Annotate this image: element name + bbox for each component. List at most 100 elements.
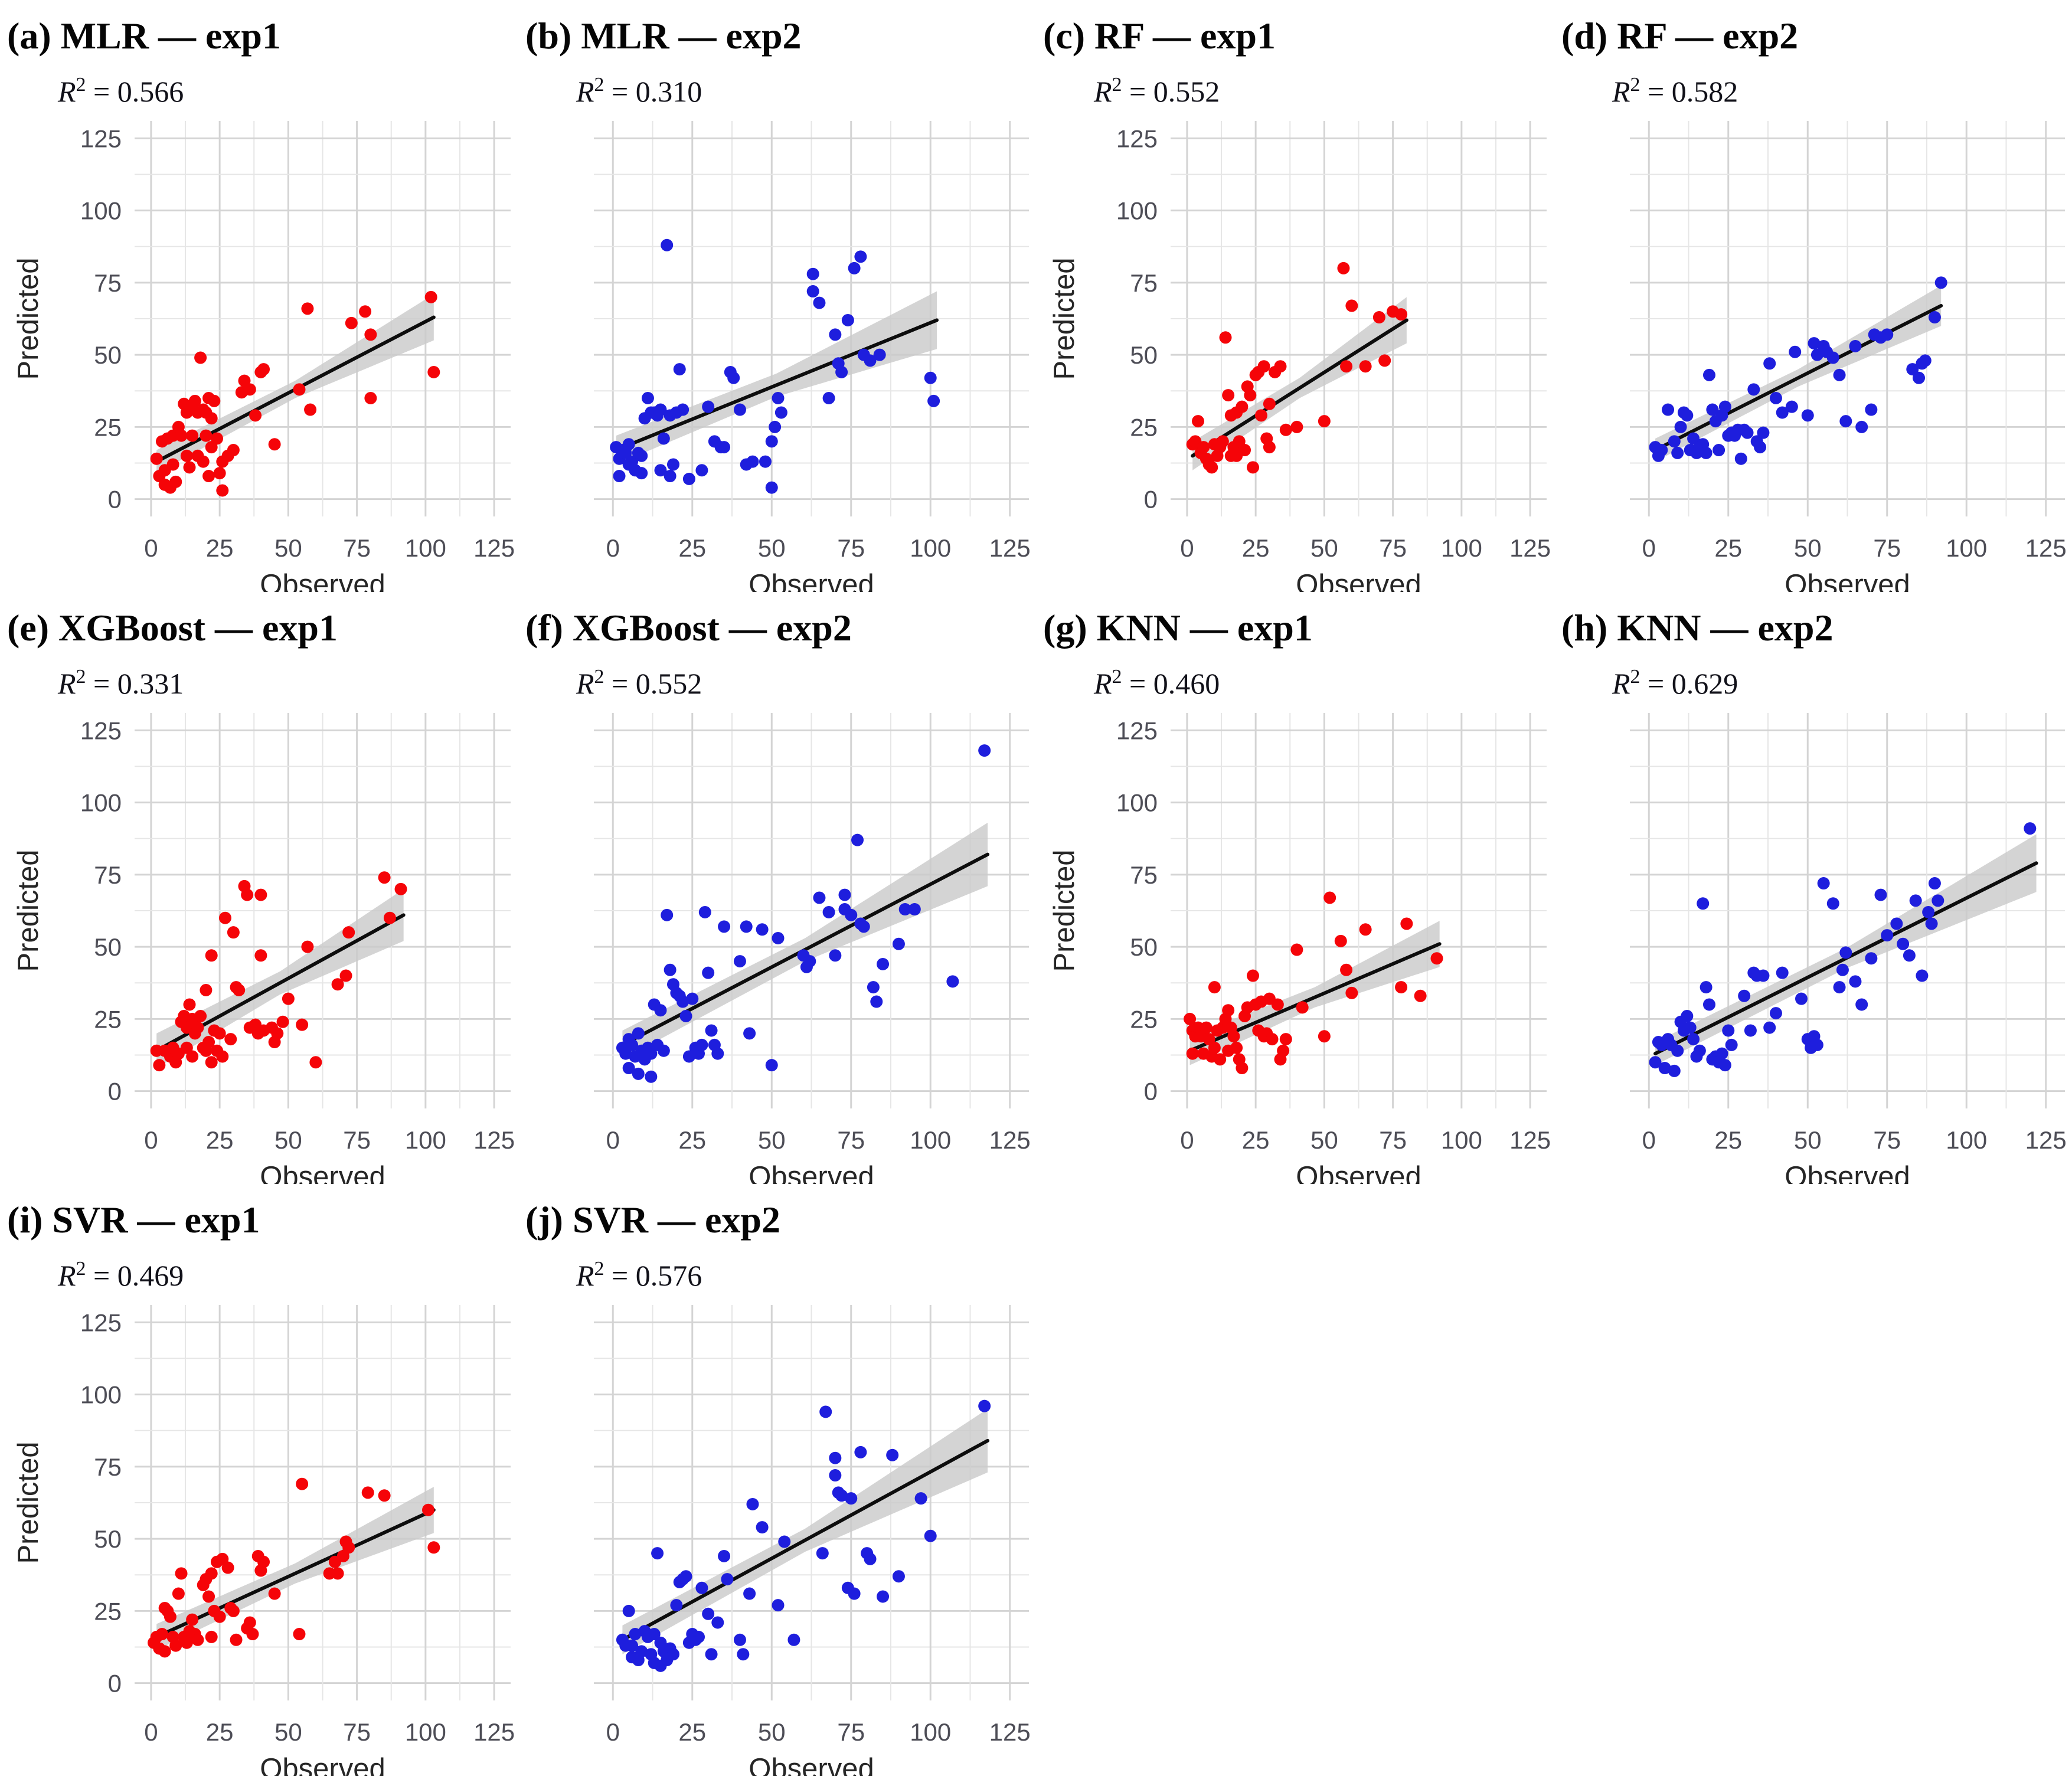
data-point <box>1702 998 1715 1011</box>
data-point <box>194 351 207 364</box>
panel-plot-svg: (i) SVR — exp1 R2 = 0.469 0 25 50 75 100 125 Pre… <box>7 1199 515 1776</box>
data-point <box>1323 891 1336 904</box>
y-tick-label: 100 <box>1116 197 1158 225</box>
data-point <box>743 1587 756 1600</box>
data-point <box>1257 360 1270 373</box>
data-point <box>1661 403 1674 416</box>
confidence-band <box>1192 297 1407 470</box>
data-point <box>1725 1038 1738 1051</box>
data-point <box>200 429 213 442</box>
data-point <box>1400 917 1413 930</box>
x-axis-title: Observed <box>260 1753 385 1776</box>
plot-grid <box>1171 121 1547 516</box>
data-point <box>613 470 626 483</box>
data-point <box>227 926 240 939</box>
data-point <box>1671 446 1684 459</box>
x-tick-label: 75 <box>1379 534 1407 562</box>
data-point <box>210 432 223 445</box>
data-point <box>885 1448 898 1461</box>
data-point <box>1788 345 1801 358</box>
x-tick-label: 100 <box>405 1718 446 1746</box>
x-tick-label: 125 <box>989 1718 1030 1746</box>
data-point <box>756 923 769 936</box>
panel-plot-svg: (d) RF — exp2 R2 = 0.582 0 25 50 75 100 125 Obse… <box>1561 15 2067 592</box>
data-point <box>848 1587 861 1600</box>
data-point <box>1674 420 1687 433</box>
data-point <box>191 1633 204 1646</box>
x-tick-label: 25 <box>206 1126 234 1154</box>
x-tick-label: 125 <box>1509 1126 1551 1154</box>
data-point <box>1680 409 1693 422</box>
data-point <box>1700 981 1712 994</box>
panel-plot-svg: (b) MLR — exp2 R2 = 0.310 0 25 50 75 100 125 Obs… <box>525 15 1031 592</box>
y-tick-label: 50 <box>1130 341 1158 369</box>
y-tick-label: 125 <box>80 1309 122 1336</box>
data-point <box>254 949 267 962</box>
data-point <box>1839 946 1852 959</box>
data-point <box>676 995 689 1008</box>
y-tick-label: 50 <box>1130 933 1158 961</box>
data-point <box>1200 1021 1213 1034</box>
data-point <box>679 1010 692 1023</box>
x-tick-label: 100 <box>1441 534 1482 562</box>
data-point <box>218 911 231 924</box>
data-point <box>183 461 196 474</box>
panel-r2-label: R2 = 0.310 <box>576 74 702 108</box>
x-axis-title: Observed <box>260 569 385 592</box>
panel-xgboost-exp1: (e) XGBoost — exp1 R2 = 0.331 0 25 50 75 100 12… <box>0 592 518 1184</box>
data-point <box>1715 1047 1728 1060</box>
x-tick-label: 50 <box>1793 534 1821 562</box>
data-point <box>653 464 666 477</box>
panel-r2-label: R2 = 0.576 <box>576 1258 702 1292</box>
data-point <box>828 328 841 341</box>
data-point <box>304 403 317 416</box>
x-tick-label: 25 <box>678 534 706 562</box>
data-point <box>166 458 179 471</box>
panel-title: (i) SVR — exp1 <box>7 1199 260 1241</box>
data-point <box>1191 415 1204 428</box>
data-point <box>679 1570 692 1583</box>
data-point <box>666 1648 679 1661</box>
data-point <box>213 1027 226 1040</box>
data-point <box>180 1636 193 1649</box>
data-point <box>1246 969 1259 982</box>
x-tick-label: 125 <box>2025 1126 2066 1154</box>
data-point <box>213 1610 226 1623</box>
data-point <box>1753 441 1766 454</box>
data-point <box>1737 989 1750 1002</box>
data-point <box>359 305 372 318</box>
data-point <box>1345 299 1358 312</box>
y-tick-label: 25 <box>94 413 122 441</box>
data-point <box>1222 389 1235 402</box>
data-point <box>1279 423 1292 436</box>
data-point <box>1274 360 1287 373</box>
data-point <box>216 1050 229 1063</box>
panel-r2-label: R2 = 0.469 <box>57 1258 184 1292</box>
panel-rf-exp2: (d) RF — exp2 R2 = 0.582 0 25 50 75 100 125 Obse… <box>1554 0 2072 592</box>
data-point <box>635 467 648 480</box>
y-tick-label: 125 <box>1116 125 1158 152</box>
y-tick-label: 50 <box>94 341 122 369</box>
x-axis-title: Observed <box>749 1161 874 1184</box>
x-tick-label: 25 <box>1242 534 1270 562</box>
x-tick-label: 100 <box>1441 1126 1482 1154</box>
x-tick-label: 100 <box>910 1126 951 1154</box>
x-tick-label: 50 <box>757 534 785 562</box>
panel-title: (e) XGBoost — exp1 <box>7 607 338 649</box>
plot-grid <box>135 121 511 516</box>
data-point <box>740 920 753 933</box>
data-point <box>1208 1041 1221 1054</box>
data-point <box>657 432 670 445</box>
data-point <box>1925 917 1938 930</box>
data-point <box>854 250 867 263</box>
regression-line <box>614 318 939 452</box>
y-axis-title: Predicted <box>12 257 44 380</box>
x-tick-label: 0 <box>606 1126 619 1154</box>
data-point <box>1345 986 1358 999</box>
data-point <box>1414 989 1427 1002</box>
data-point <box>822 391 835 404</box>
data-point <box>194 1010 207 1023</box>
x-tick-label: 125 <box>2025 534 2066 562</box>
panel-title: (h) KNN — exp2 <box>1561 607 1833 649</box>
data-point <box>743 1027 756 1040</box>
